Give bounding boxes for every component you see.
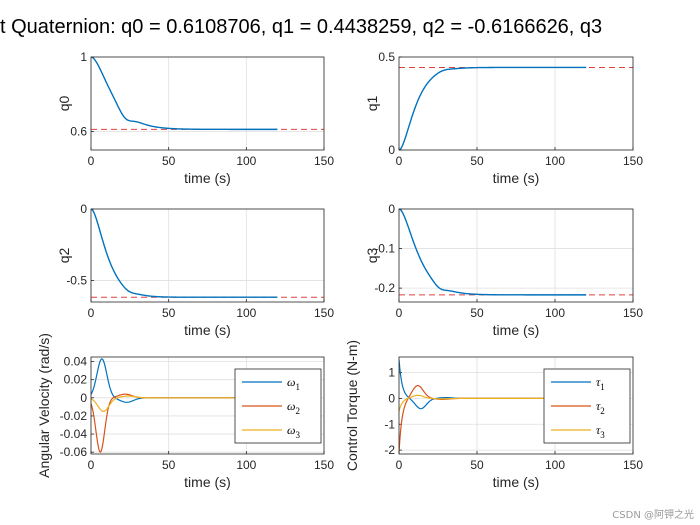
y-axis-label: q1 bbox=[364, 96, 380, 112]
subplot-q3: 0 50 100 150 -0.2 -0.1 0 time (s) q3 bbox=[364, 202, 643, 338]
figure-title: t Quaternion: q0 = 0.6108706, q1 = 0.443… bbox=[0, 16, 602, 38]
axes-frame bbox=[90, 56, 325, 151]
y-tick-label: -1 bbox=[384, 417, 395, 431]
y-axis-label: q3 bbox=[364, 248, 380, 264]
legend-tau: τ1 τ2 τ3 bbox=[543, 368, 631, 444]
y-tick-label: 1 bbox=[388, 366, 395, 380]
y-axis-label: Angular Velocity (rad/s) bbox=[36, 333, 52, 478]
x-tick-label: 50 bbox=[162, 306, 176, 320]
x-tick-label: 0 bbox=[88, 154, 95, 168]
y-tick-label: 0.5 bbox=[378, 50, 395, 64]
y-tick-label: -0.2 bbox=[374, 281, 395, 295]
x-tick-label: 0 bbox=[396, 306, 403, 320]
y-tick-label: 0 bbox=[80, 202, 87, 216]
x-tick-label: 100 bbox=[545, 458, 565, 472]
x-tick-label: 50 bbox=[470, 458, 484, 472]
response-line-q2 bbox=[91, 209, 278, 298]
y-axis-label: q2 bbox=[56, 248, 72, 264]
response-line-q0 bbox=[91, 57, 278, 131]
subplot-q2: 0 50 100 150 -0.5 0 time (s) q2 bbox=[56, 202, 334, 338]
axes-frame bbox=[398, 208, 634, 303]
plot-area bbox=[91, 209, 324, 302]
y-tick-label: -0.02 bbox=[60, 409, 88, 423]
y-tick-label: -0.04 bbox=[60, 427, 88, 441]
y-tick-label: 0 bbox=[388, 391, 395, 405]
y-tick-label: -0.06 bbox=[60, 445, 88, 459]
y-axis-label: q0 bbox=[56, 96, 72, 112]
x-tick-label: 150 bbox=[623, 306, 643, 320]
y-tick-label: 0.04 bbox=[64, 355, 88, 369]
plot-area bbox=[399, 57, 633, 150]
x-tick-label: 100 bbox=[236, 458, 256, 472]
x-tick-label: 150 bbox=[623, 154, 643, 168]
y-tick-label: -0.1 bbox=[374, 242, 395, 256]
plot-area bbox=[91, 57, 324, 150]
axes-frame bbox=[398, 356, 634, 455]
legend-label: ω3 bbox=[287, 423, 300, 440]
x-tick-label: 150 bbox=[314, 306, 334, 320]
x-tick-label: 50 bbox=[162, 154, 176, 168]
subplot-omega: 0 50 100 150 -0.06 -0.04 -0.02 0 0.02 0.04 time (s… bbox=[36, 333, 334, 490]
response-line-q3 bbox=[399, 209, 587, 296]
y-tick-label: 1 bbox=[80, 50, 87, 64]
x-axis-label: time (s) bbox=[184, 474, 231, 490]
subplot-tau: 0 50 100 150 -2 -1 0 1 time (s) Control Torque (N… bbox=[344, 340, 643, 490]
y-axis-label: Control Torque (N-m) bbox=[344, 340, 360, 471]
x-tick-label: 100 bbox=[545, 306, 565, 320]
y-tick-label: 0.6 bbox=[70, 124, 87, 138]
x-tick-label: 100 bbox=[545, 154, 565, 168]
y-tick-label: 0 bbox=[388, 202, 395, 216]
x-tick-label: 150 bbox=[314, 154, 334, 168]
x-tick-label: 0 bbox=[88, 306, 95, 320]
legend-label: τ2 bbox=[596, 399, 605, 416]
x-tick-label: 0 bbox=[396, 154, 403, 168]
y-tick-label: 0.02 bbox=[64, 373, 88, 387]
legend-label: τ3 bbox=[596, 423, 605, 440]
x-tick-label: 0 bbox=[88, 458, 95, 472]
x-tick-label: 50 bbox=[470, 154, 484, 168]
legend-omega: ω1 ω2 ω3 bbox=[234, 368, 322, 444]
legend-label: ω1 bbox=[287, 375, 300, 392]
x-axis-label: time (s) bbox=[184, 170, 231, 186]
x-axis-label: time (s) bbox=[184, 322, 231, 338]
y-tick-label: 0 bbox=[80, 391, 87, 405]
axes-frame bbox=[398, 56, 634, 151]
response-line-q1 bbox=[399, 66, 587, 150]
subplot-q1: 0 50 100 150 0 0.5 time (s) q1 bbox=[364, 50, 643, 186]
subplot-q0: 0 50 100 150 0.6 1 time (s) q0 bbox=[56, 50, 334, 186]
y-tick-label: 0 bbox=[388, 143, 395, 157]
x-axis-label: time (s) bbox=[493, 170, 540, 186]
x-tick-label: 150 bbox=[623, 458, 643, 472]
axes-frame bbox=[90, 356, 325, 455]
legend-label: ω2 bbox=[287, 399, 300, 416]
x-tick-label: 100 bbox=[236, 154, 256, 168]
x-tick-label: 50 bbox=[162, 458, 176, 472]
y-tick-label: -0.5 bbox=[66, 274, 87, 288]
x-tick-label: 50 bbox=[470, 306, 484, 320]
x-axis-label: time (s) bbox=[493, 474, 540, 490]
x-tick-label: 0 bbox=[396, 458, 403, 472]
x-tick-label: 150 bbox=[314, 458, 334, 472]
watermark: CSDN @阿钾之光 bbox=[612, 510, 694, 521]
axes-frame bbox=[90, 208, 325, 303]
x-tick-label: 100 bbox=[236, 306, 256, 320]
y-tick-label: -2 bbox=[384, 443, 395, 457]
x-axis-label: time (s) bbox=[493, 322, 540, 338]
legend-label: τ1 bbox=[596, 375, 605, 392]
